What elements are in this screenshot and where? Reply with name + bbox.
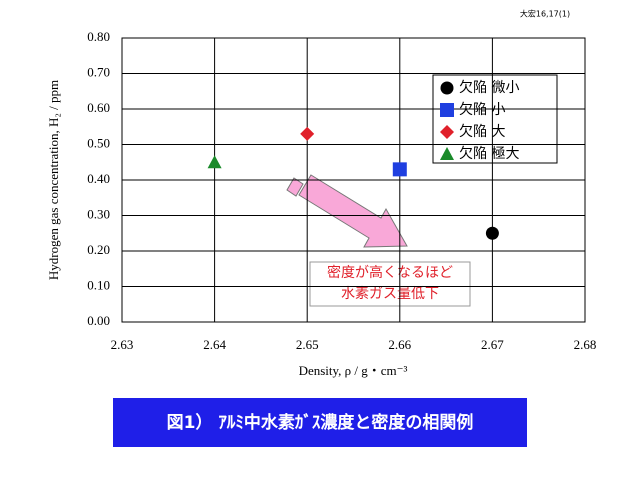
title-banner — [113, 398, 527, 447]
point — [300, 126, 315, 141]
y-tick-label: 0.10 — [87, 277, 110, 292]
x-tick-label: 2.68 — [574, 337, 597, 352]
y-tick-label: 0.70 — [87, 64, 110, 79]
y-tick-label: 0.00 — [87, 313, 110, 328]
point — [392, 162, 407, 177]
x-tick-label: 2.64 — [203, 337, 226, 352]
legend-label: 欠陥 小 — [459, 101, 505, 118]
legend-marker — [440, 125, 454, 139]
y-tick-label: 0.40 — [87, 171, 110, 186]
legend-marker — [440, 81, 454, 95]
point — [485, 226, 499, 240]
legend-marker — [440, 103, 454, 117]
legend-marker — [440, 147, 454, 160]
arrow-tail — [286, 177, 304, 197]
legend-label: 欠陥 大 — [459, 123, 505, 140]
legend-box — [432, 74, 558, 164]
note: 大宏16,17(1) — [520, 9, 570, 19]
x-tick-label: 2.63 — [111, 337, 134, 352]
y-tick-label: 0.50 — [87, 135, 110, 150]
y-tick-label: 0.30 — [87, 206, 110, 221]
title: 図1） ｱﾙﾐ中水素ｶﾞｽ濃度と密度の相関例 — [167, 412, 474, 433]
annotation: 密度が高くなるほど — [327, 264, 453, 281]
y-tick-label: 0.80 — [87, 29, 110, 44]
annotation-box — [309, 261, 471, 307]
x-axis-label: Density, ρ / g・cm⁻³ — [299, 363, 408, 378]
annotation: 水素ガス量低下 — [341, 286, 439, 302]
legend-label: 欠陥 微小 — [459, 79, 519, 96]
y-tick-label: 0.60 — [87, 100, 110, 115]
x-tick-label: 2.67 — [481, 337, 504, 352]
y-axis-label: Hydrogen gas concentration, H₂ / ppm — [46, 80, 61, 280]
legend-label: 欠陥 極大 — [459, 145, 519, 162]
x-tick-label: 2.65 — [296, 337, 319, 352]
x-tick-label: 2.66 — [388, 337, 411, 352]
arrow — [298, 174, 408, 248]
y-tick-label: 0.20 — [87, 242, 110, 257]
point — [207, 155, 222, 169]
